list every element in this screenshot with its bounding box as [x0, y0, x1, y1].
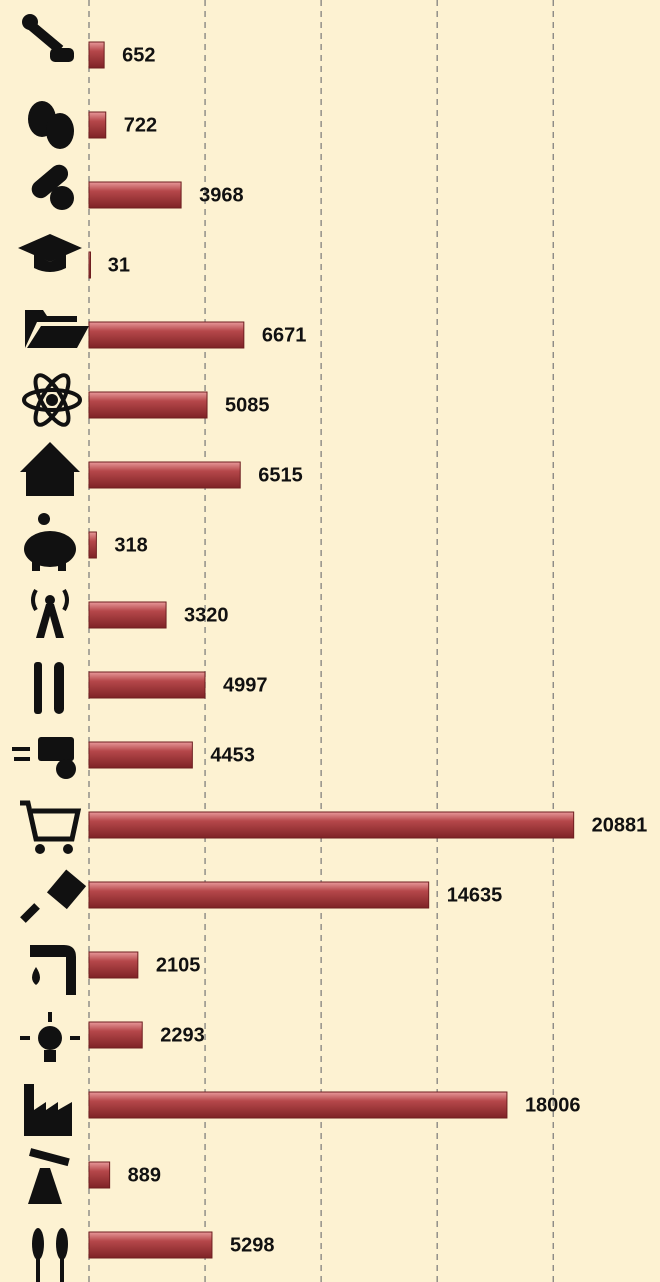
bar [88, 1161, 111, 1189]
value-label: 5298 [230, 1234, 275, 1256]
value-label: 6515 [258, 464, 303, 486]
icon-office [25, 310, 89, 348]
value-label: 4997 [223, 674, 268, 696]
value-label: 2105 [156, 954, 201, 976]
bar [88, 111, 107, 139]
icon-industry [24, 1084, 72, 1136]
icon-realestate [20, 442, 80, 496]
icon-arts [28, 101, 74, 149]
value-label: 722 [124, 114, 157, 136]
value-label: 3320 [184, 604, 229, 626]
icon-services [22, 14, 74, 62]
value-label: 2293 [160, 1024, 205, 1046]
value-label: 318 [114, 534, 147, 556]
bar [88, 881, 430, 909]
bar [88, 1021, 143, 1049]
icon-water [30, 945, 76, 995]
bar [88, 741, 193, 769]
value-label: 31 [108, 254, 130, 276]
bar [88, 671, 206, 699]
value-label: 889 [128, 1164, 161, 1186]
bar [88, 811, 575, 839]
icon-construction [20, 869, 87, 923]
icon-telecom [31, 588, 69, 638]
bar [88, 1091, 508, 1119]
bar [88, 601, 167, 629]
bar [88, 461, 241, 489]
value-label: 18006 [525, 1094, 581, 1116]
value-label: 20881 [592, 814, 648, 836]
bar [88, 181, 182, 209]
value-label: 6671 [262, 324, 307, 346]
bar [88, 251, 91, 279]
icon-pharma [31, 164, 74, 210]
value-label: 652 [122, 44, 155, 66]
icon-energy [20, 1012, 80, 1062]
value-label: 5085 [225, 394, 270, 416]
icon-agriculture [32, 1228, 68, 1282]
bar [88, 951, 139, 979]
bar [88, 391, 208, 419]
value-label: 3968 [199, 184, 244, 206]
icon-finance [24, 513, 76, 571]
icon-science [22, 373, 82, 427]
bar [88, 531, 97, 559]
icon-retail [20, 800, 82, 854]
bar [88, 41, 105, 69]
value-label: 14635 [447, 884, 503, 906]
icon-education [18, 234, 82, 272]
icon-transport [12, 737, 76, 779]
icon-mining [28, 1148, 70, 1204]
value-label: 4453 [210, 744, 255, 766]
icon-food [34, 662, 64, 714]
bar [88, 1231, 213, 1259]
icons [12, 14, 89, 1282]
bar [88, 321, 245, 349]
